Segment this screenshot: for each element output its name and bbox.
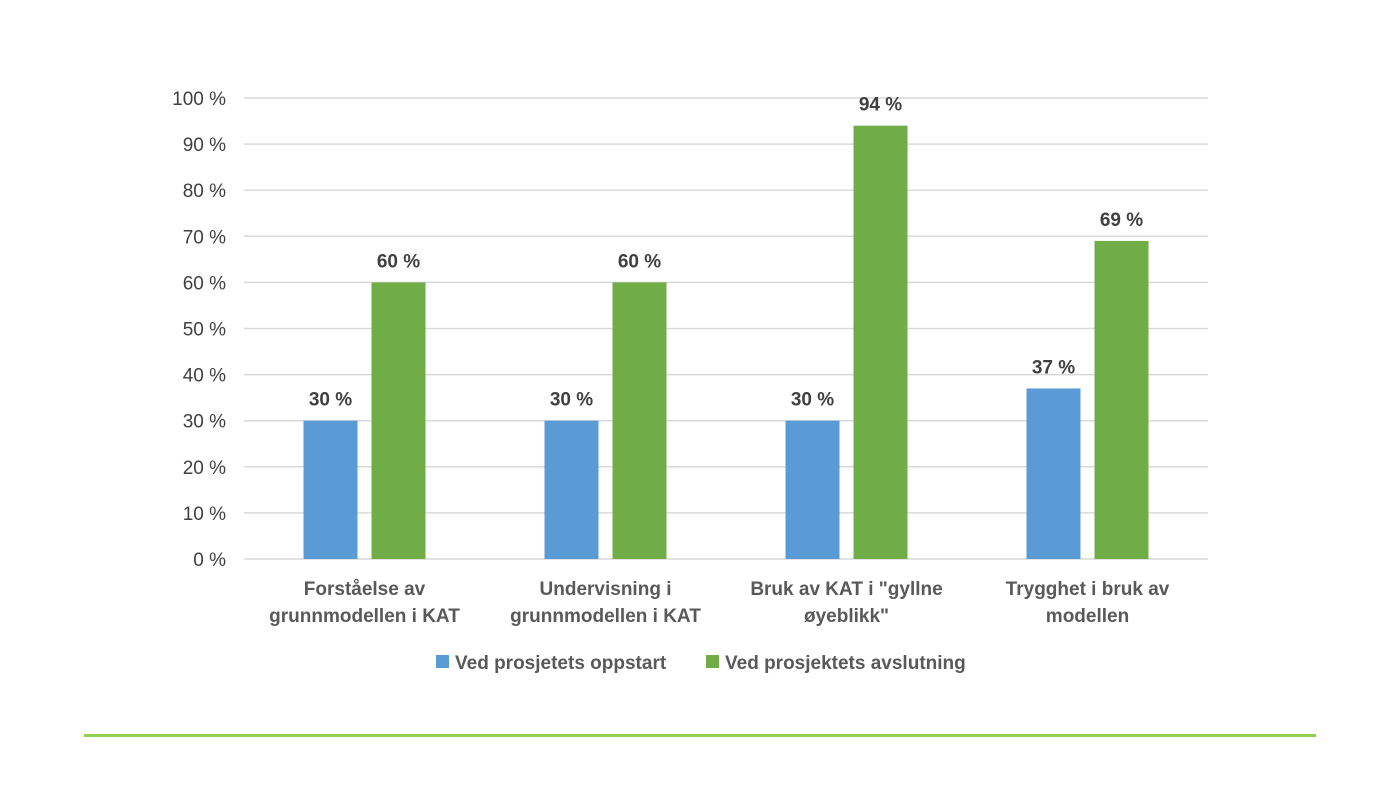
category-label: modellen xyxy=(1046,606,1129,627)
category-label: Trygghet i bruk av xyxy=(1006,579,1170,600)
data-label: 60 % xyxy=(377,251,420,272)
bar xyxy=(371,282,426,559)
legend-swatch xyxy=(436,655,449,668)
bar xyxy=(1094,240,1149,559)
bar xyxy=(544,420,599,559)
data-label: 69 % xyxy=(1100,210,1143,231)
y-tick-label: 30 % xyxy=(183,412,226,433)
data-label: 60 % xyxy=(618,251,661,272)
data-label: 94 % xyxy=(859,95,902,116)
y-tick-label: 20 % xyxy=(183,458,226,479)
y-tick-label: 40 % xyxy=(183,366,226,387)
category-label: øyeblikk" xyxy=(804,606,889,627)
data-label: 30 % xyxy=(550,390,593,411)
y-tick-label: 0 % xyxy=(193,550,226,571)
bar xyxy=(1026,388,1081,559)
bar xyxy=(785,420,840,559)
y-tick-label: 60 % xyxy=(183,273,226,294)
legend-label: Ved prosjetets oppstart xyxy=(455,653,667,674)
legend-label: Ved prosjektets avslutning xyxy=(725,653,966,674)
data-label: 30 % xyxy=(309,390,352,411)
category-label: Undervisning i xyxy=(540,579,672,600)
legend-swatch xyxy=(706,655,719,668)
bar xyxy=(853,125,908,559)
y-tick-label: 50 % xyxy=(183,320,226,341)
y-tick-label: 80 % xyxy=(183,181,226,202)
category-label: grunnmodellen i KAT xyxy=(269,606,460,627)
category-label: Bruk av KAT i "gyllne xyxy=(750,579,942,600)
y-tick-label: 70 % xyxy=(183,227,226,248)
y-tick-label: 10 % xyxy=(183,504,226,525)
data-label: 37 % xyxy=(1032,357,1075,378)
data-label: 30 % xyxy=(791,390,834,411)
y-tick-label: 90 % xyxy=(183,135,226,156)
category-label: Forståelse av xyxy=(304,579,426,600)
y-tick-label: 100 % xyxy=(172,89,226,110)
category-label: grunnmodellen i KAT xyxy=(510,606,701,627)
bar xyxy=(612,282,667,559)
bar xyxy=(303,420,358,559)
footer-rule xyxy=(84,734,1316,737)
